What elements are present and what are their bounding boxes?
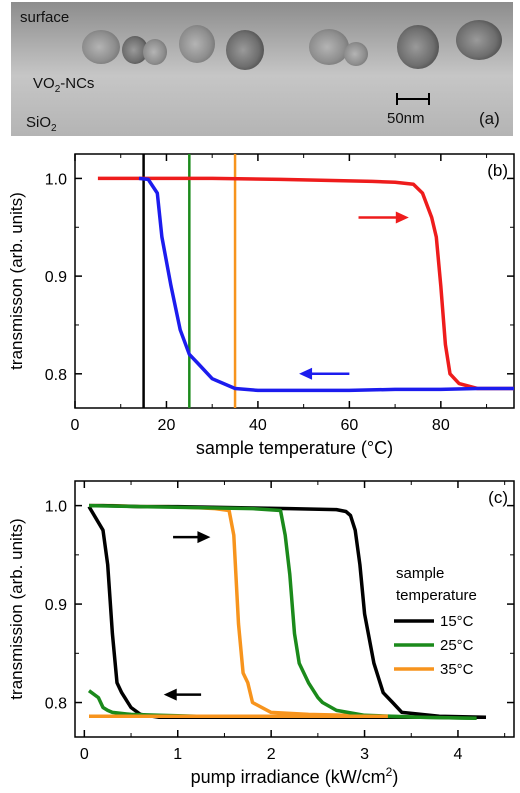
series-line xyxy=(138,176,514,393)
nanocrystal xyxy=(122,36,148,64)
x-tick-label: 4 xyxy=(454,746,463,763)
scale-bar-label: 50nm xyxy=(387,110,425,127)
y-axis-label: transmisson (arb. units) xyxy=(7,192,26,370)
nanocrystal xyxy=(309,29,349,65)
series-line xyxy=(97,176,514,391)
y-tick-label: 0.9 xyxy=(45,597,67,614)
y-axis-label: transmission (arb. units) xyxy=(7,518,26,699)
y-tick-label: 0.9 xyxy=(45,269,67,286)
x-tick-label: 80 xyxy=(432,417,450,434)
nanocrystal xyxy=(344,42,368,66)
plot-frame xyxy=(74,153,515,409)
y-tick-label: 0.8 xyxy=(45,696,67,713)
y-tick-label: 0.8 xyxy=(45,367,67,384)
legend-entry-label: 15°C xyxy=(440,613,474,630)
legend-title-line2: temperature xyxy=(396,587,477,604)
y-tick-label: 1.0 xyxy=(45,171,67,188)
nanocrystal xyxy=(179,25,215,63)
direction-arrow-head xyxy=(299,367,313,380)
x-tick-label: 0 xyxy=(80,746,89,763)
panel-b-label: (b) xyxy=(487,161,508,180)
x-tick-label: 1 xyxy=(173,746,182,763)
x-tick-label: 40 xyxy=(249,417,267,434)
direction-arrow-head xyxy=(395,211,409,224)
panel-c-label: (c) xyxy=(488,488,508,507)
nanocrystals-label: VO2-NCs xyxy=(33,75,95,95)
plot-frame xyxy=(74,480,515,738)
x-tick-label: 2 xyxy=(267,746,276,763)
legend: sample temperature 15°C 25°C 35°C xyxy=(394,565,477,678)
x-tick-label: 20 xyxy=(158,417,176,434)
tem-image-panel: surface VO2-NCs SiO2 50nm (a) xyxy=(11,2,513,136)
series-line xyxy=(87,505,486,720)
x-axis-label: sample temperature (°C) xyxy=(196,438,393,458)
tem-image xyxy=(11,2,513,136)
series-line xyxy=(89,503,487,720)
direction-arrow-head xyxy=(197,531,211,544)
y-tick-label: 1.0 xyxy=(45,499,67,516)
nanocrystal xyxy=(226,30,264,70)
legend-entry-label: 35°C xyxy=(440,661,474,678)
chart-transmission-vs-temperature: 0 20 40 60 80 0.8 0.9 1.0 (b) sample temperatu… xyxy=(7,153,515,458)
x-axis-label: pump irradiance (kW/cm2) xyxy=(191,765,399,787)
chart-transmission-vs-irradiance: 0 1 2 3 4 0.8 0.9 1.0 sample temperature 15°C 2… xyxy=(7,480,515,787)
substrate-label: SiO2 xyxy=(26,114,57,134)
series-line xyxy=(88,503,477,721)
direction-arrow-head xyxy=(163,688,177,701)
surface-label: surface xyxy=(20,9,70,26)
legend-entry-label: 25°C xyxy=(440,637,474,654)
nanocrystal xyxy=(397,25,439,69)
x-tick-label: 60 xyxy=(340,417,358,434)
nanocrystal xyxy=(143,39,167,65)
nanocrystal xyxy=(82,30,120,64)
series-line xyxy=(89,503,384,719)
legend-title-line1: sample xyxy=(396,565,444,582)
x-tick-label: 3 xyxy=(360,746,369,763)
x-tick-label: 0 xyxy=(71,417,80,434)
nanocrystal xyxy=(456,20,502,60)
panel-a-label: (a) xyxy=(479,109,500,128)
